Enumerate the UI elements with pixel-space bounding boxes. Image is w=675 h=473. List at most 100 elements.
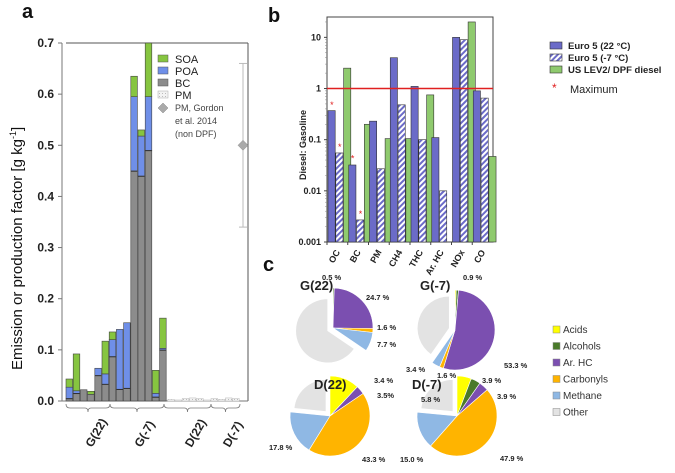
bar-segment-soa xyxy=(108,331,117,340)
pie-percent-label: 43.3 % xyxy=(362,455,386,464)
y-tick-label-a: 0.5 xyxy=(37,138,54,152)
bar-euro5-m7 xyxy=(356,219,365,243)
group-label-a: G(22) xyxy=(82,416,109,450)
bar-segment-poa xyxy=(72,390,81,394)
bar-segment-bc xyxy=(137,175,145,402)
pie-percent-label: 3.4 % xyxy=(406,365,426,374)
y-tick-label-a: 0.6 xyxy=(37,87,54,101)
bar-euro5-22 xyxy=(472,90,481,243)
bar-segment-pm xyxy=(174,399,182,402)
pie-slice-other xyxy=(420,379,454,412)
bar-segment-poa xyxy=(101,373,109,385)
pie-percent-label: 3.4 % xyxy=(374,376,394,385)
x-tick-label-b: NOx xyxy=(449,248,467,269)
bar-segment-bc xyxy=(116,388,124,402)
legend-swatch-uslev2 xyxy=(549,65,563,74)
legend-label-soa: SOA xyxy=(175,54,199,66)
legend-label-arhc: Ar. HC xyxy=(563,358,592,369)
bar-uslev2 xyxy=(343,67,352,243)
pie-percent-label: 47.9 % xyxy=(500,454,524,463)
pie-slice-other xyxy=(293,379,327,412)
pie-percent-label: 3.9 % xyxy=(497,392,517,401)
bar-euro5-m7 xyxy=(335,152,344,243)
group-brace xyxy=(210,403,241,413)
bar-segment-bc xyxy=(101,383,109,402)
legend-swatch-poa xyxy=(157,66,169,75)
bar-segment-poa xyxy=(123,322,131,389)
legend-swatch-methane xyxy=(552,391,561,400)
bar-segment-pm xyxy=(217,399,226,402)
pie-percent-label: 5.8 % xyxy=(421,395,441,404)
x-tick-label-b: PM xyxy=(368,248,383,265)
panel-label-c: c xyxy=(263,254,274,276)
pie-title: G(-7) xyxy=(420,278,450,293)
pie-slice-arhc xyxy=(442,289,496,371)
panel-c-chart: G(22) G(-7) D(22) D(-7) 0.5 % 24.7 % 1.6 % 7.7 … xyxy=(269,273,608,464)
bar-euro5-22 xyxy=(410,86,419,243)
bar-segment-pm xyxy=(232,398,240,402)
pie-slice-carbonyls xyxy=(308,393,371,457)
legend-swatch-alcohols xyxy=(552,342,561,350)
legend-label-gordon-2: et al. 2014 xyxy=(175,116,217,126)
y-tick-label-a: 0.0 xyxy=(37,394,54,408)
y-tick-label-b: 0.01 xyxy=(303,186,321,196)
bar-segment-soa xyxy=(101,340,109,375)
legend-swatch-acids xyxy=(552,325,561,334)
bar-euro5-22 xyxy=(389,57,398,243)
bar-segment-pm xyxy=(225,397,233,402)
legend-label-other: Other xyxy=(563,408,589,419)
x-tick-label-b: BC xyxy=(348,248,363,265)
group-label-a: D(22) xyxy=(182,417,209,450)
bar-segment-bc xyxy=(130,170,138,402)
bar-segment-soa xyxy=(152,370,160,394)
panel-label-b: b xyxy=(268,5,280,27)
legend-label-carbonyls: Carbonyls xyxy=(563,375,608,386)
legend-swatch-euro5-m7 xyxy=(549,53,563,62)
bar-segment-poa xyxy=(116,329,124,390)
maximum-marker: * xyxy=(359,209,363,219)
bar-segment-bc xyxy=(87,394,95,402)
bar-euro5-m7 xyxy=(439,190,448,243)
bar-segment-bc xyxy=(108,356,117,402)
group-brace xyxy=(163,403,212,413)
panel-label-a: a xyxy=(22,1,34,23)
x-tick-label-b: THC xyxy=(407,248,425,269)
legend-label-euro5-m7: Euro 5 (-7 °C) xyxy=(568,53,628,64)
legend-label-euro5-22: Euro 5 (22 °C) xyxy=(568,41,630,52)
pie-slice-carbonyls xyxy=(430,389,498,457)
y-tick-label-a: 0.7 xyxy=(37,36,54,50)
bar-segment-pm xyxy=(167,399,175,402)
bar-segment-soa xyxy=(72,353,81,392)
x-tick-label-b: CO xyxy=(472,248,487,265)
pie-slice-other xyxy=(416,295,450,355)
y-axis-label-a: Emission or production factor [g kg-1] xyxy=(8,127,26,370)
bar-segment-poa xyxy=(144,96,153,151)
legend-swatch-carbonyls xyxy=(552,375,561,383)
y-tick-label-a: 0.4 xyxy=(37,189,54,203)
bar-segment-pm xyxy=(210,398,218,402)
x-tick-label-b: OC xyxy=(327,248,343,265)
pie-percent-label: 53.3 % xyxy=(504,361,528,370)
bar-segment-soa xyxy=(87,390,95,395)
bar-euro5-m7 xyxy=(376,168,385,243)
legend-c: Acids Alcohols Ar. HC Carbonyls Methane Other xyxy=(552,325,608,419)
bar-uslev2 xyxy=(488,156,497,243)
y-tick-label-b: 1 xyxy=(316,84,321,94)
bar-segment-soa xyxy=(144,42,153,98)
bar-segment-soa xyxy=(65,378,73,388)
bar-euro5-22 xyxy=(327,110,336,243)
reference-point-gordon xyxy=(237,139,249,151)
legend-label-alcohols: Alcohols xyxy=(563,342,601,353)
pie-percent-label: 15.0 % xyxy=(400,455,424,464)
group-brace xyxy=(65,403,111,413)
bar-euro5-m7 xyxy=(480,97,489,243)
legend-marker-gordon xyxy=(157,102,169,114)
legend-label-gordon-3: (non DPF) xyxy=(175,129,217,139)
bar-segment-bc xyxy=(94,375,102,402)
legend-swatch-euro5-22 xyxy=(549,41,563,50)
x-tick-label-b: Ar. HC xyxy=(423,248,446,277)
maximum-marker-icon: * xyxy=(552,81,557,95)
bar-segment-pm xyxy=(181,398,190,402)
